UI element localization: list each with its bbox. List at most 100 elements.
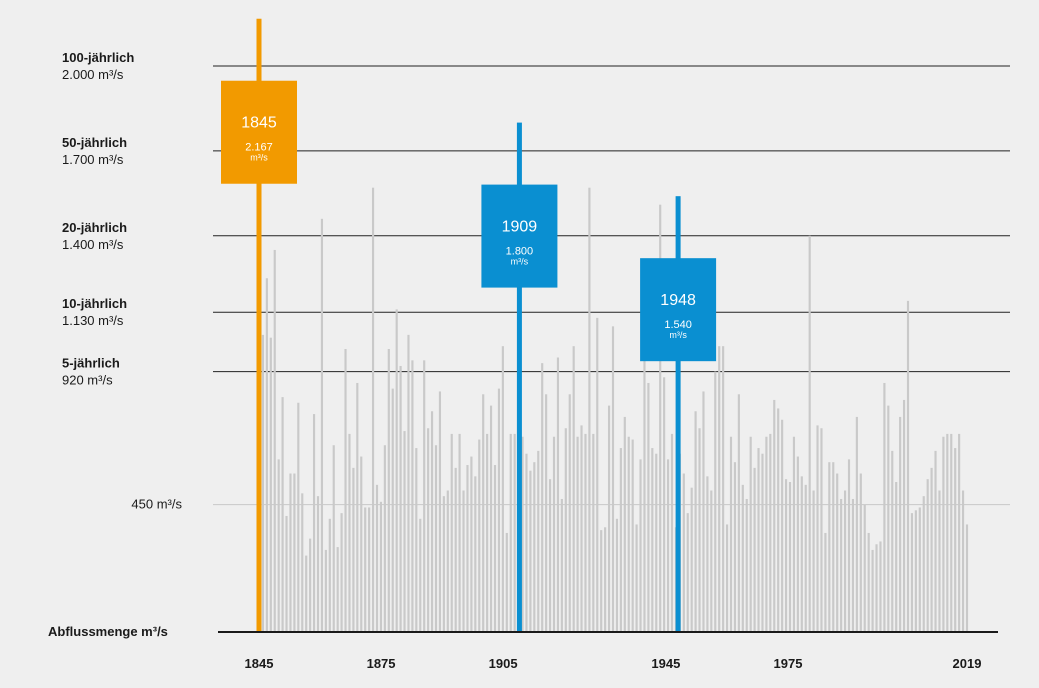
highlight-year-1948: 1948 [660, 292, 696, 309]
bar-139 [804, 484, 807, 632]
bar-38 [407, 334, 410, 632]
bar-103 [663, 377, 666, 632]
bar-23 [348, 433, 351, 632]
bar-178 [958, 433, 961, 632]
bar-142 [816, 425, 819, 632]
level-title-4: 5-jährlich [62, 356, 120, 371]
bar-51 [458, 433, 461, 632]
bar-146 [832, 462, 835, 632]
bar-171 [930, 467, 933, 632]
bar-180 [965, 524, 969, 632]
bar-98 [643, 303, 646, 632]
bar-7 [285, 515, 288, 632]
bar-1 [261, 334, 265, 632]
bar-174 [942, 436, 945, 632]
bar-80 [572, 346, 575, 632]
level-title-2: 20-jährlich [62, 220, 127, 235]
bar-131 [773, 399, 776, 632]
bar-35 [395, 309, 398, 632]
bar-84 [588, 187, 591, 632]
bar-6 [281, 397, 284, 632]
level-value-5: 450 m³/s [131, 497, 182, 512]
bar-95 [631, 439, 634, 632]
bar-59 [489, 405, 493, 632]
bar-12 [305, 555, 308, 632]
bar-135 [788, 482, 792, 632]
bar-39 [411, 360, 414, 632]
bar-70 [533, 462, 536, 632]
level-labels: 100-jährlich 2.000 m³/s 50-jährlich 1.700 m… [62, 50, 182, 512]
bar-9 [293, 473, 296, 632]
bar-100 [651, 448, 654, 632]
bar-129 [765, 436, 768, 632]
bar-168 [918, 507, 921, 632]
bar-22 [344, 349, 347, 632]
level-value-4: 920 m³/s [62, 373, 113, 388]
x-tick-2019: 2019 [953, 656, 982, 671]
bar-105 [670, 433, 674, 632]
x-tick-1975: 1975 [774, 656, 803, 671]
bar-108 [682, 473, 685, 632]
bar-147 [836, 473, 839, 632]
bar-45 [434, 445, 438, 632]
bar-4 [273, 249, 276, 632]
bar-99 [647, 382, 650, 632]
bar-40 [415, 448, 418, 632]
bar-27 [364, 507, 367, 632]
bar-138 [800, 476, 803, 632]
x-tick-1905: 1905 [489, 656, 518, 671]
bar-102 [659, 204, 662, 633]
threshold-gridlines [213, 65, 1010, 506]
bar-83 [584, 433, 587, 632]
bar-132 [777, 408, 780, 632]
bar-79 [568, 394, 571, 632]
bar-126 [753, 467, 756, 632]
bar-10 [297, 402, 300, 632]
bar-54 [470, 456, 473, 632]
bar-161 [891, 450, 894, 632]
bar-125 [749, 436, 752, 632]
bar-5 [277, 459, 280, 632]
bar-36 [399, 365, 402, 632]
bar-series [257, 187, 969, 633]
bar-85 [592, 433, 595, 632]
bar-32 [383, 445, 386, 632]
bar-177 [954, 448, 957, 632]
bar-160 [887, 405, 890, 632]
bar-116 [714, 371, 717, 632]
bar-179 [961, 490, 965, 632]
level-title-0: 100-jährlich [62, 50, 134, 65]
bar-37 [403, 431, 406, 632]
bar-143 [820, 428, 823, 632]
bar-52 [462, 490, 465, 632]
bar-63 [505, 532, 508, 632]
bar-76 [556, 357, 560, 632]
bar-67 [521, 436, 524, 632]
bar-68 [525, 453, 528, 632]
bar-117 [718, 346, 721, 632]
x-tick-1845: 1845 [245, 656, 274, 671]
bar-121 [733, 462, 737, 632]
bar-101 [655, 453, 658, 632]
highlight-unit-1948: m³/s [669, 330, 687, 340]
bar-31 [379, 501, 383, 632]
level-value-0: 2.000 m³/s [62, 67, 124, 82]
bar-140 [808, 235, 811, 633]
bar-153 [859, 473, 862, 632]
bar-34 [391, 388, 394, 632]
highlight-unit-1909: m³/s [511, 257, 529, 267]
bar-134 [784, 479, 788, 632]
bar-82 [580, 425, 583, 632]
bar-55 [474, 476, 477, 632]
bar-133 [781, 419, 784, 632]
bar-60 [493, 465, 497, 632]
bar-24 [352, 467, 355, 632]
level-value-2: 1.400 m³/s [62, 237, 124, 252]
bar-53 [466, 465, 469, 632]
bar-44 [430, 411, 434, 632]
bar-71 [537, 450, 540, 632]
bar-119 [725, 524, 729, 632]
bar-50 [454, 467, 457, 632]
bar-113 [702, 391, 705, 632]
